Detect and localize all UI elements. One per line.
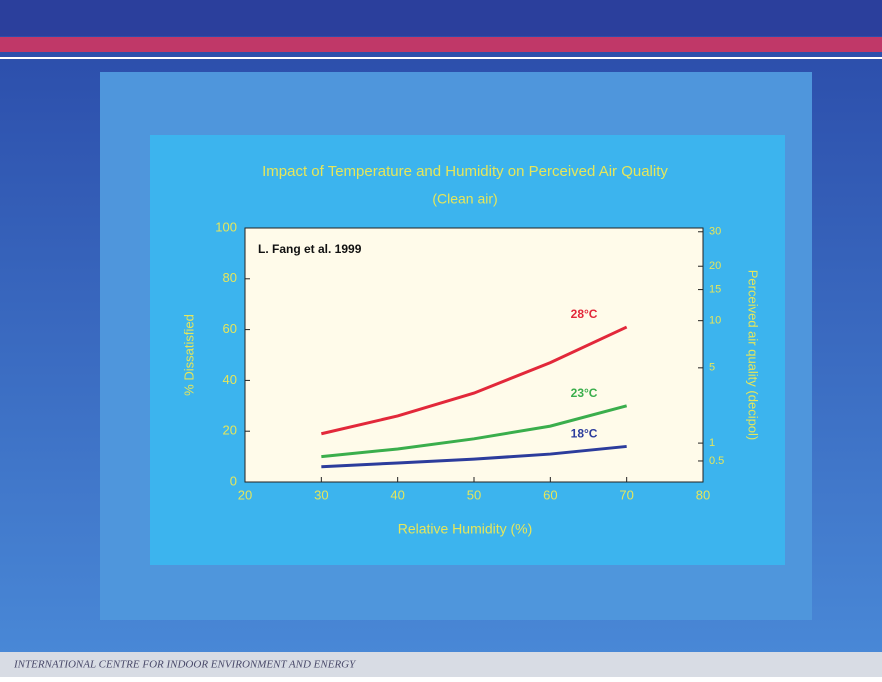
y-tick-label: 80 [223,270,237,285]
y2-tick-label: 10 [709,315,721,327]
x-tick-label: 40 [390,487,404,502]
y-tick-label: 100 [215,219,237,234]
x-tick-label: 30 [314,487,328,502]
y-axis-label: % Dissatisfied [181,314,196,396]
top-band [0,0,882,36]
chart-subtitle: (Clean air) [432,191,497,207]
y-tick-label: 0 [230,473,237,488]
y-tick-label: 40 [223,372,237,387]
series-line [321,404,628,459]
footer-bar [0,652,882,677]
x-tick-label: 20 [238,487,252,502]
x-tick-label: 50 [467,487,481,502]
y2-tick-label: 15 [709,283,721,295]
series-label: 23°C [571,386,598,400]
x-tick-label: 80 [696,487,710,502]
y2-axis-label: Perceived air quality (decipol) [746,270,761,441]
x-tick-label: 60 [543,487,557,502]
y2-tick-label: 1 [709,437,715,449]
x-tick-label: 70 [619,487,633,502]
y-tick-label: 60 [223,321,237,336]
series-label: 28°C [571,307,598,321]
series-label: 18°C [571,427,598,441]
y2-tick-label: 30 [709,226,721,238]
x-axis-label: Relative Humidity (%) [398,521,533,537]
white-rule [0,57,882,59]
y-tick-label: 20 [223,423,237,438]
footer-text: INTERNATIONAL CENTRE FOR INDOOR ENVIRONM… [13,659,357,671]
y2-tick-label: 20 [709,260,721,272]
series-line [321,444,627,469]
series-line [320,325,628,436]
annotation: L. Fang et al. 1999 [258,242,362,256]
chart-title: Impact of Temperature and Humidity on Pe… [262,163,668,180]
y2-tick-label: 5 [709,362,715,374]
red-band [0,37,882,52]
y2-tick-label: 0.5 [709,455,724,467]
plot-area [244,227,704,483]
